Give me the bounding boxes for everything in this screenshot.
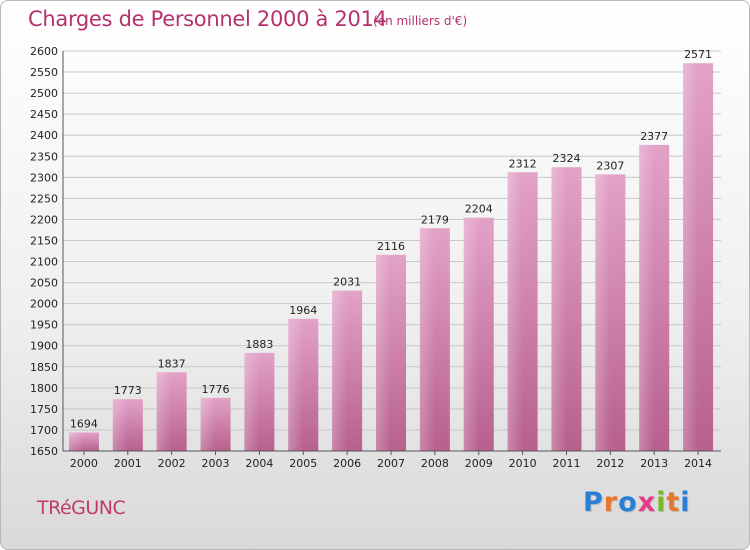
bar-highlight [595, 174, 611, 452]
value-label: 2324 [552, 152, 580, 165]
value-label: 2116 [377, 240, 405, 253]
logo-letter: i [656, 487, 667, 518]
y-tick-label: 2150 [30, 234, 58, 247]
x-tick-label: 2010 [509, 457, 537, 470]
logo-letter: P [583, 487, 604, 518]
bar-highlight [639, 144, 655, 452]
bar-group: 1694 [68, 417, 99, 451]
x-tick-label: 2001 [114, 457, 142, 470]
bar-group: 2377 [639, 130, 670, 452]
y-tick-label: 2400 [30, 129, 58, 142]
proxiti-logo: Proxiti [583, 487, 691, 518]
x-tick-label: 2006 [333, 457, 361, 470]
bar-group: 1883 [244, 338, 275, 451]
bar-highlight [332, 290, 348, 451]
y-tick-label: 2500 [30, 87, 58, 100]
value-label: 1694 [70, 417, 98, 430]
x-tick-label: 2013 [640, 457, 668, 470]
x-tick-label: 2008 [421, 457, 449, 470]
logo-letter: t [666, 487, 681, 518]
bar-highlight [419, 228, 435, 451]
y-tick-label: 1800 [30, 382, 58, 395]
y-tick-label: 1750 [30, 403, 58, 416]
bar-group: 2324 [551, 152, 582, 452]
bars: 1694 1773 1837 1776 1883 1964 2031 2116 2179 2204… [68, 48, 714, 452]
bar-group: 2571 [683, 48, 714, 452]
y-tick-label: 2000 [30, 298, 58, 311]
bar-highlight [683, 63, 699, 452]
bar-group: 2307 [595, 159, 626, 452]
value-label: 1883 [245, 338, 273, 351]
bar-highlight [68, 432, 84, 451]
x-tick-label: 2000 [70, 457, 98, 470]
value-label: 1964 [289, 304, 317, 317]
x-tick-label: 2004 [245, 457, 273, 470]
value-label: 1773 [114, 384, 142, 397]
bar-group: 2312 [507, 157, 538, 451]
logo-letter: x [637, 487, 657, 518]
bar-group: 1773 [112, 384, 143, 451]
x-tick-label: 2002 [158, 457, 186, 470]
value-label: 2179 [421, 213, 449, 226]
y-tick-label: 1700 [30, 424, 58, 437]
y-tick-label: 1850 [30, 361, 58, 374]
bar-group: 2031 [332, 276, 363, 451]
logo-letter: i [680, 487, 691, 518]
bar-highlight [551, 167, 567, 452]
value-label: 1776 [202, 383, 230, 396]
y-tick-label: 2550 [30, 66, 58, 79]
x-tick-label: 2007 [377, 457, 405, 470]
bar-highlight [376, 254, 391, 451]
bar-highlight [288, 318, 304, 451]
value-label: 2377 [640, 130, 668, 143]
value-label: 2307 [596, 159, 624, 172]
y-tick-label: 2050 [30, 277, 58, 290]
y-tick-label: 1650 [30, 445, 58, 458]
bar-group: 1776 [200, 383, 231, 451]
y-tick-label: 2250 [30, 192, 58, 205]
logo-letter: o [618, 487, 638, 518]
y-tick-label: 2450 [30, 108, 58, 121]
y-tick-label: 2100 [30, 256, 58, 269]
y-tick-label: 2300 [30, 171, 58, 184]
bar-group: 2204 [463, 203, 494, 451]
bar-group: 2179 [419, 213, 450, 451]
bar-highlight [200, 397, 216, 451]
x-tick-label: 2009 [465, 457, 493, 470]
bar-highlight [507, 172, 523, 451]
commune-name: TRéGUNC [37, 497, 126, 519]
bar-highlight [156, 372, 172, 451]
x-tick-label: 2011 [552, 457, 580, 470]
value-label: 2571 [684, 48, 712, 61]
value-label: 2204 [465, 203, 493, 216]
value-label: 2031 [333, 276, 361, 289]
value-label: 2312 [509, 157, 537, 170]
y-tick-label: 2200 [30, 213, 58, 226]
y-tick-label: 1900 [30, 340, 58, 353]
chart-subtitle: (en milliers d'€) [373, 14, 468, 28]
x-tick-label: 2014 [684, 457, 712, 470]
bar-group: 2116 [376, 240, 406, 451]
y-tick-label: 2350 [30, 150, 58, 163]
x-tick-label: 2005 [289, 457, 317, 470]
bar-highlight [112, 399, 128, 451]
y-tick-label: 2600 [30, 45, 58, 58]
value-label: 1837 [158, 357, 186, 370]
x-tick-label: 2012 [596, 457, 624, 470]
chart-title: Charges de Personnel 2000 à 2014 [28, 7, 387, 31]
axes: 1650 1700 1750 1800 1850 1900 1950 2000 2050 2100… [30, 45, 721, 470]
bar-group: 1837 [156, 357, 187, 451]
logo-letter: r [603, 487, 619, 518]
bar-highlight [244, 352, 260, 451]
bar-highlight [463, 217, 479, 451]
x-tick-label: 2003 [202, 457, 230, 470]
y-tick-label: 1950 [30, 319, 58, 332]
bar-group: 1964 [288, 304, 319, 451]
